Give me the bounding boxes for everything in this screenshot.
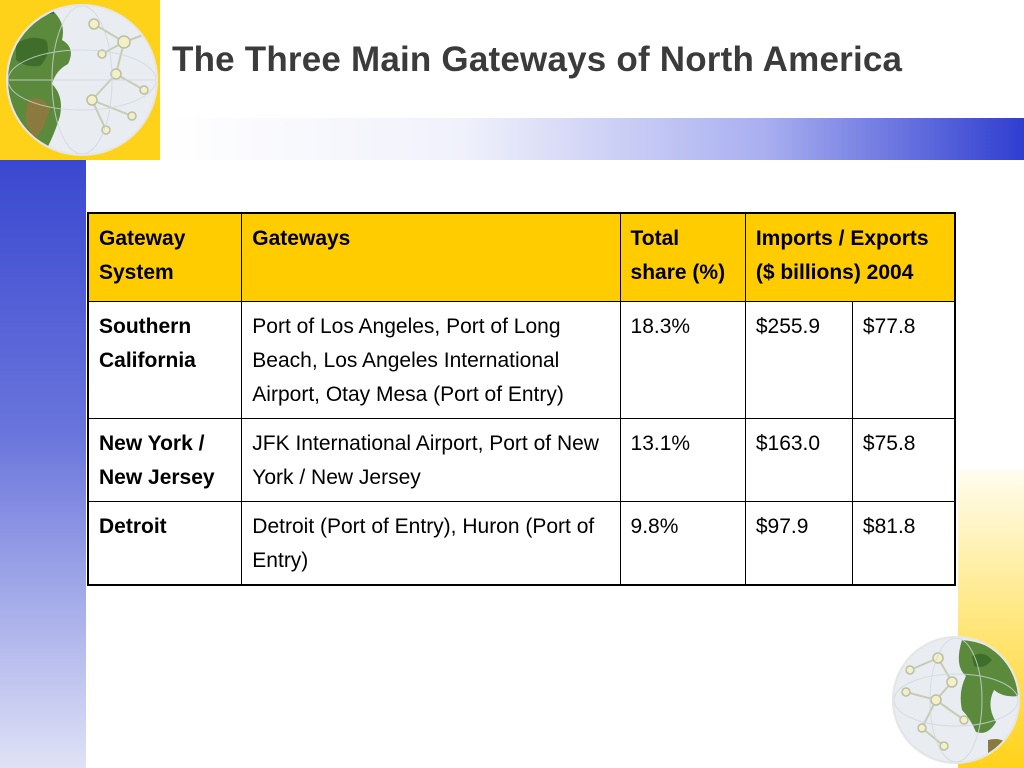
header-imports-exports: Imports / Exports ($ billions) 2004 xyxy=(744,212,956,302)
exports-cell: $77.8 xyxy=(851,300,956,419)
header-gateways: Gateways xyxy=(241,212,621,302)
share-cell: 18.3% xyxy=(619,300,746,419)
gateways-cell: Detroit (Port of Entry), Huron (Port of … xyxy=(241,500,621,585)
top-gradient-band xyxy=(160,118,1024,160)
imports-cell: $97.9 xyxy=(744,500,853,585)
gateway-system-cell: Southern California xyxy=(87,300,243,419)
gateway-system-cell: Detroit xyxy=(87,500,243,585)
share-cell: 9.8% xyxy=(619,500,746,585)
gateways-cell: JFK International Airport, Port of New Y… xyxy=(241,417,621,502)
slide-title: The Three Main Gateways of North America xyxy=(172,40,903,79)
table-row: Detroit Detroit (Port of Entry), Huron (… xyxy=(87,500,956,585)
exports-cell: $81.8 xyxy=(851,500,956,585)
table-header-row: Gateway System Gateways Total share (%) … xyxy=(87,212,956,302)
globe-network-icon xyxy=(892,636,1020,764)
gateways-table: Gateway System Gateways Total share (%) … xyxy=(87,212,956,586)
imports-cell: $163.0 xyxy=(744,417,853,502)
header-gateway-system: Gateway System xyxy=(87,212,243,302)
gateway-system-cell: New York / New Jersey xyxy=(87,417,243,502)
share-cell: 13.1% xyxy=(619,417,746,502)
header-total-share: Total share (%) xyxy=(619,212,746,302)
globe-top-graphic xyxy=(8,6,156,154)
gateways-cell: Port of Los Angeles, Port of Long Beach,… xyxy=(241,300,621,419)
globe-network-icon xyxy=(6,4,158,156)
imports-cell: $255.9 xyxy=(744,300,853,419)
table-row: Southern California Port of Los Angeles,… xyxy=(87,300,956,419)
table-row: New York / New Jersey JFK International … xyxy=(87,417,956,502)
exports-cell: $75.8 xyxy=(851,417,956,502)
left-blue-gradient-bar xyxy=(0,160,86,768)
globe-bottom-graphic xyxy=(894,638,1018,762)
